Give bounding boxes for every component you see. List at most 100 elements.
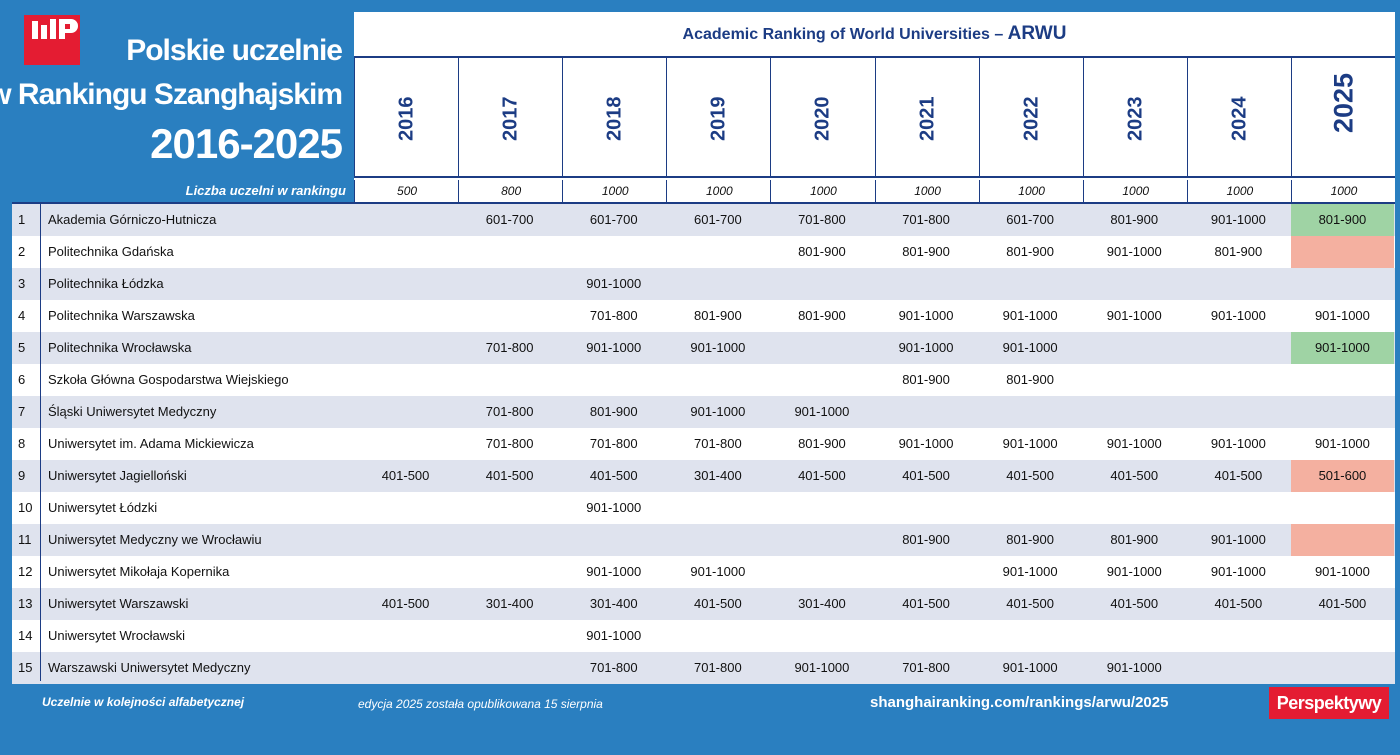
divider: [12, 202, 1395, 204]
rank-cell: 901-1000: [586, 564, 642, 579]
rank-cell: 801-900: [693, 308, 742, 323]
count-cell: 1000: [1082, 180, 1188, 202]
rank-cell: 401-500: [589, 468, 638, 483]
rank-cell: [458, 524, 561, 556]
rank-cell: [1291, 652, 1394, 684]
rank-cell: 701-800: [902, 660, 950, 675]
rank-cell: [979, 396, 1082, 428]
rank-cell: [979, 492, 1082, 524]
rank-cell: 401-500: [1110, 468, 1159, 483]
rank-cell: [354, 268, 457, 300]
rank-cell: [458, 268, 561, 300]
year-label: 2021: [916, 96, 939, 142]
rank-cell: 301-400: [589, 596, 638, 611]
rank-cell: 901-1000: [1002, 564, 1058, 579]
rank-cell: 401-500: [485, 468, 534, 483]
rank-cell: 901-1000: [690, 404, 746, 419]
row-number: 8: [18, 436, 26, 451]
row-number: 13: [18, 596, 33, 611]
rank-cell: 901-1000: [586, 340, 642, 355]
row-number: 2: [18, 244, 26, 259]
rank-cell: [875, 620, 978, 652]
rank-cell: 701-800: [693, 660, 742, 675]
rank-cell: 401-500: [381, 468, 430, 483]
university-name: Śląski Uniwersytet Medyczny: [48, 404, 217, 419]
rank-cell: [770, 556, 873, 588]
rank-cell: [770, 364, 873, 396]
row-number: 10: [18, 500, 33, 515]
divider: [40, 204, 41, 681]
rank-cell: 901-1000: [1210, 212, 1266, 227]
row-number: 7: [18, 404, 26, 419]
rank-cell: 401-500: [1006, 468, 1054, 483]
rank-cell: [354, 204, 457, 236]
rank-cell: [1083, 620, 1186, 652]
rank-cell: 901-1000: [1106, 564, 1162, 579]
rank-cell: 701-800: [693, 436, 742, 451]
year-label: 2019: [707, 96, 730, 142]
perspektywy-logo: Perspektywy: [1269, 687, 1389, 719]
rank-cell: 901-1000: [1002, 340, 1058, 355]
count-label: Liczba uczelni w rankingu: [185, 183, 346, 198]
year-header: 2021: [874, 58, 980, 176]
footer: Uczelnie w kolejności alfabetycznej edyc…: [0, 681, 1400, 755]
university-name: Warszawski Uniwersytet Medyczny: [48, 660, 251, 675]
rank-cell: 901-1000: [586, 500, 642, 515]
rank-cell: 801-900: [1110, 212, 1159, 227]
rank-cell: 901-1000: [794, 404, 850, 419]
year-header: 2022: [978, 58, 1084, 176]
rank-cell: [1291, 492, 1394, 524]
count-cell: 1000: [770, 180, 875, 202]
rank-cell: 801-900: [589, 404, 638, 419]
count-cell: 1000: [978, 180, 1084, 202]
rank-cell: 901-1000: [898, 308, 954, 323]
table-row: 2 Politechnika Gdańska 801-900 801-900 801-9…: [12, 236, 1395, 268]
rank-cell: 301-400: [798, 596, 846, 611]
rank-cell: [562, 364, 665, 396]
rank-cell: 801-900: [1006, 532, 1054, 547]
university-name: Akademia Górniczo-Hutnicza: [48, 212, 217, 227]
rank-cell: [458, 556, 561, 588]
year-header: 2023: [1082, 58, 1188, 176]
rank-cell: [458, 236, 561, 268]
year-header: 2018: [562, 58, 667, 176]
rank-cell: 901-1000: [1314, 436, 1370, 451]
year-label: 2020: [811, 96, 834, 142]
rank-cell: [354, 396, 457, 428]
rank-cell: 901-1000: [1106, 308, 1162, 323]
rank-cell: 901-1000: [1210, 436, 1266, 451]
row-number: 15: [18, 660, 33, 675]
table-row: 5 Politechnika Wrocławska 701-800 901-1000 9…: [12, 332, 1395, 364]
table-row: 1 Akademia Górniczo-Hutnicza 601-700 601-70…: [12, 204, 1395, 236]
rank-cell: [1291, 396, 1394, 428]
rank-cell: 801-900: [798, 308, 846, 323]
rank-cell: 801-900: [798, 244, 846, 259]
rank-cell: [354, 364, 457, 396]
rank-cell: [1083, 364, 1186, 396]
row-number: 14: [18, 628, 33, 643]
divider: [354, 176, 1395, 178]
rank-cell: [354, 620, 457, 652]
rank-cell: [458, 620, 561, 652]
rank-cell: [458, 652, 561, 684]
footer-note: Uczelnie w kolejności alfabetycznej: [42, 695, 245, 709]
row-number: 5: [18, 340, 26, 355]
rank-cell: 901-1000: [586, 276, 642, 291]
rank-cell: 401-500: [381, 596, 430, 611]
rank-cell: [562, 236, 665, 268]
rank-cell: 701-800: [485, 436, 534, 451]
rank-cell: [1187, 364, 1290, 396]
year-label: 2022: [1020, 96, 1043, 142]
arwu-abbr: ARWU: [1007, 23, 1067, 44]
rank-cell: 301-400: [485, 596, 534, 611]
rank-cell: 401-500: [1318, 596, 1367, 611]
rank-cell: [354, 332, 457, 364]
rank-cell: 901-1000: [690, 340, 746, 355]
rank-cell: 801-900: [902, 372, 950, 387]
rank-cell: 801-900: [1214, 244, 1263, 259]
rank-cell: 901-1000: [898, 340, 954, 355]
table-row: 14 Uniwersytet Wrocławski 901-1000: [12, 620, 1395, 652]
count-cell: 1000: [562, 180, 667, 202]
rank-cell: [354, 556, 457, 588]
rank-cell: 801-900: [798, 436, 846, 451]
